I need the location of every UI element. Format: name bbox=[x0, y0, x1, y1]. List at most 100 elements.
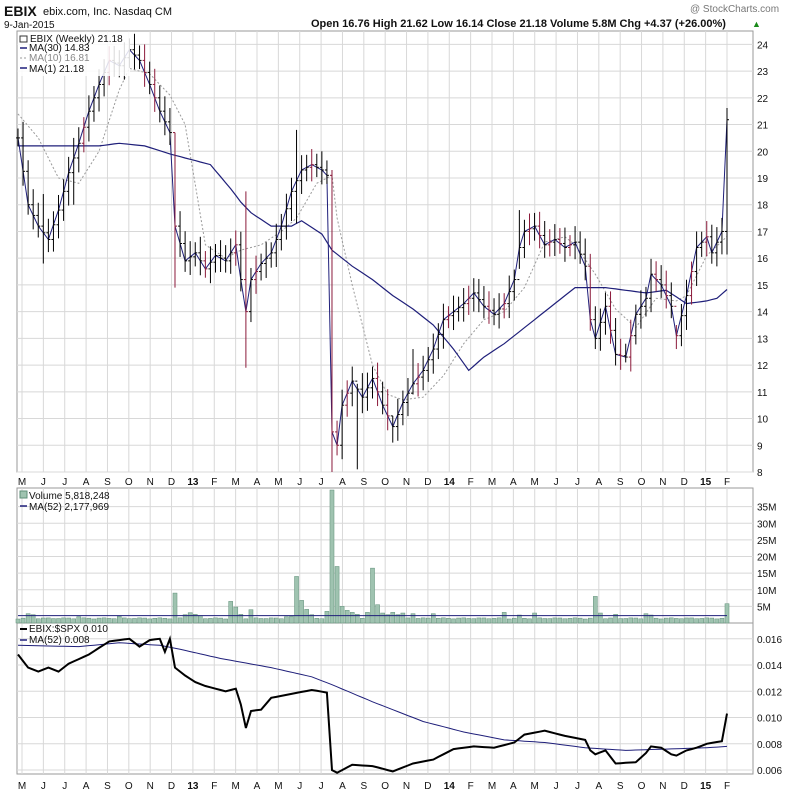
volume-bar bbox=[319, 618, 325, 624]
volume-bar bbox=[344, 610, 350, 624]
ratio-tick-label: 0.016 bbox=[757, 635, 782, 646]
price-bar bbox=[198, 236, 203, 276]
volume-bar bbox=[279, 618, 284, 624]
price-bar bbox=[547, 229, 552, 257]
price-bar bbox=[471, 278, 476, 312]
volume-bar bbox=[76, 616, 82, 624]
price-bar bbox=[66, 156, 71, 206]
price-x-label: 15 bbox=[700, 477, 712, 488]
price-x-label: M bbox=[231, 477, 239, 488]
volume-bar bbox=[294, 576, 299, 624]
volume-bar bbox=[309, 614, 315, 624]
volume-bar bbox=[172, 592, 178, 624]
volume-bar bbox=[385, 614, 390, 624]
volume-legend: Volume 5,818,248 MA(52) 2,177,969 bbox=[19, 490, 110, 513]
volume-bar bbox=[577, 617, 583, 624]
ratio-x-label: N bbox=[147, 781, 154, 792]
volume-bar bbox=[289, 616, 294, 624]
volume-bar bbox=[613, 614, 618, 624]
volume-bar bbox=[324, 611, 330, 624]
volume-bar bbox=[506, 618, 512, 624]
price-bar bbox=[375, 362, 380, 407]
price-bar bbox=[97, 69, 102, 112]
volume-bar bbox=[608, 617, 613, 624]
volume-legend-icon bbox=[19, 490, 28, 499]
price-bar bbox=[340, 389, 345, 460]
volume-bar bbox=[491, 618, 497, 624]
price-bar bbox=[405, 378, 410, 417]
price-bar bbox=[527, 213, 532, 246]
volume-bar bbox=[658, 618, 664, 624]
price-bar bbox=[178, 211, 183, 257]
volume-bar bbox=[390, 612, 396, 624]
price-bar bbox=[608, 291, 613, 344]
volume-bar bbox=[582, 618, 588, 624]
volume-bar bbox=[142, 617, 147, 624]
volume-bar bbox=[41, 617, 46, 624]
volume-bar bbox=[238, 614, 244, 624]
price-x-label: A bbox=[595, 477, 602, 488]
price-bar bbox=[486, 291, 491, 324]
volume-bar bbox=[476, 617, 482, 624]
volume-bar bbox=[152, 617, 158, 624]
volume-bar bbox=[618, 618, 623, 624]
volume-bar bbox=[187, 612, 193, 624]
volume-bar bbox=[268, 617, 274, 624]
price-bar bbox=[451, 295, 456, 331]
price-tick-label: 10 bbox=[757, 415, 769, 426]
price-bar bbox=[16, 128, 20, 147]
volume-bar bbox=[20, 617, 26, 624]
price-bar bbox=[684, 279, 689, 330]
price-bar bbox=[324, 160, 329, 184]
price-bar bbox=[618, 338, 623, 370]
price-bar bbox=[568, 235, 573, 257]
volume-bar bbox=[370, 567, 375, 624]
price-panel bbox=[16, 33, 729, 472]
ratio-x-label: J bbox=[554, 781, 559, 792]
price-bar bbox=[649, 258, 654, 313]
volume-bar bbox=[653, 617, 659, 624]
price-bar bbox=[709, 224, 714, 264]
price-bar bbox=[21, 121, 26, 186]
price-x-label: A bbox=[339, 477, 346, 488]
price-bar bbox=[26, 160, 31, 215]
volume-bar bbox=[456, 617, 461, 624]
volume-bar bbox=[360, 618, 365, 624]
quote-line: Open 16.76 High 21.62 Low 16.14 Close 21… bbox=[311, 18, 726, 30]
price-bar bbox=[299, 155, 304, 194]
ratio-x-label: D bbox=[681, 781, 688, 792]
price-bar bbox=[213, 244, 218, 273]
price-bar bbox=[532, 212, 537, 241]
ratio-tick-label: 0.010 bbox=[757, 714, 782, 725]
volume-bar bbox=[547, 618, 553, 624]
price-bar bbox=[137, 45, 142, 70]
ratio-x-label: A bbox=[510, 781, 517, 792]
volume-bar bbox=[552, 617, 558, 624]
ratio-x-label: O bbox=[125, 781, 133, 792]
ratio-x-label: N bbox=[403, 781, 410, 792]
ratio-x-label: S bbox=[104, 781, 111, 792]
price-bar bbox=[562, 227, 567, 262]
ratio-x-label: N bbox=[659, 781, 666, 792]
volume-bar bbox=[587, 617, 593, 624]
volume-bar bbox=[132, 618, 137, 624]
volume-bar bbox=[162, 617, 168, 624]
price-x-label: A bbox=[254, 477, 261, 488]
volume-tick-label: 30M bbox=[757, 519, 776, 530]
volume-bar bbox=[213, 617, 218, 624]
ratio-x-label: A bbox=[595, 781, 602, 792]
volume-bar bbox=[46, 617, 51, 624]
price-bar bbox=[699, 231, 704, 257]
price-bar bbox=[664, 270, 669, 309]
volume-bar bbox=[628, 617, 634, 624]
price-x-label: M bbox=[488, 477, 496, 488]
ratio-x-label: J bbox=[575, 781, 580, 792]
price-bar bbox=[659, 265, 664, 298]
price-x-label: S bbox=[104, 477, 111, 488]
ratio-legend-ma: MA(52) 0.008 bbox=[29, 635, 90, 646]
volume-bar bbox=[375, 604, 380, 624]
ratio-x-label: M bbox=[488, 781, 496, 792]
volume-bar bbox=[56, 618, 61, 624]
price-bar bbox=[436, 323, 441, 360]
